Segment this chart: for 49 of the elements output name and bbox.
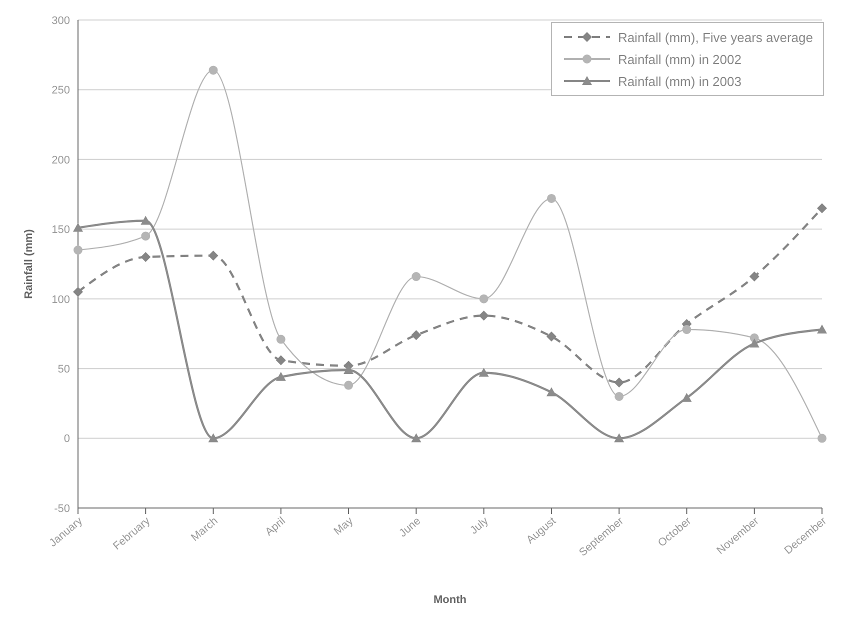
point <box>276 355 286 366</box>
y-tick-label: 50 <box>58 363 70 376</box>
point <box>479 294 488 304</box>
y-axis-title: Rainfall (mm) <box>22 228 35 299</box>
point <box>478 368 489 377</box>
point <box>817 203 827 214</box>
point <box>276 334 286 344</box>
x-axis-title: Month <box>434 594 467 606</box>
point <box>749 272 760 282</box>
y-tick-label: 250 <box>52 84 70 97</box>
point <box>682 325 692 334</box>
y-tick-label: 200 <box>52 154 70 166</box>
point <box>818 434 826 443</box>
x-tick-label: May <box>332 514 356 538</box>
point <box>276 372 286 381</box>
y-tick-label: 0 <box>64 433 70 446</box>
point <box>614 433 624 442</box>
legend-label: Rainfall (mm), Five years average <box>618 30 813 44</box>
y-tick-label: 100 <box>52 294 70 306</box>
y-tick-label: 300 <box>52 14 70 27</box>
point <box>208 433 218 442</box>
point <box>478 310 489 321</box>
point <box>73 286 83 297</box>
point <box>140 252 151 262</box>
point <box>614 392 624 401</box>
x-tick-label: July <box>468 514 492 537</box>
point <box>546 387 556 396</box>
point <box>682 392 692 402</box>
legend-label: Rainfall (mm) in 2003 <box>618 74 742 88</box>
point <box>344 364 354 374</box>
point <box>140 216 151 225</box>
point <box>546 332 556 342</box>
x-tick-label: June <box>397 515 424 540</box>
point <box>749 338 760 348</box>
point <box>412 272 421 282</box>
point <box>73 222 83 232</box>
y-tick-label: -50 <box>54 502 70 515</box>
point <box>208 250 218 261</box>
point <box>411 433 422 442</box>
point <box>614 378 624 388</box>
point <box>141 232 150 241</box>
point <box>817 324 827 334</box>
y-tick-label: 150 <box>52 224 70 236</box>
point <box>411 330 422 340</box>
point <box>208 66 218 75</box>
point <box>546 194 556 203</box>
point <box>344 380 354 390</box>
point <box>74 246 82 255</box>
legend-label: Rainfall (mm) in 2002 <box>618 52 742 66</box>
